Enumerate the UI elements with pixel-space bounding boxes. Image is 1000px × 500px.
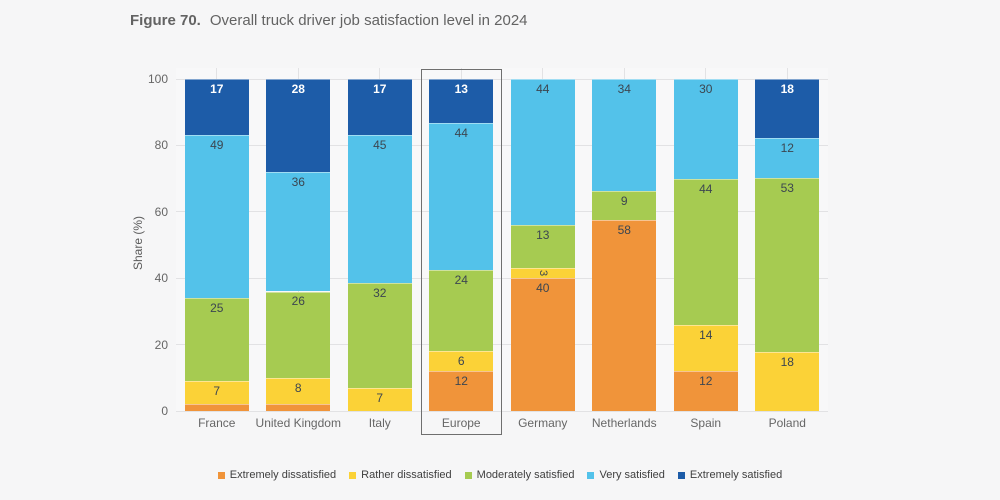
bar-segment bbox=[673, 178, 738, 325]
bar-segment bbox=[592, 79, 657, 191]
bar-segment bbox=[347, 134, 412, 283]
bar-segment bbox=[510, 225, 575, 269]
legend-label: Rather dissatisfied bbox=[361, 469, 452, 481]
bar-segment bbox=[673, 324, 738, 372]
legend-label: Extremely satisfied bbox=[689, 469, 783, 481]
y-tick-label: 80 bbox=[154, 138, 168, 153]
bar-segment bbox=[510, 79, 575, 226]
legend-label: Very satisfied bbox=[599, 469, 665, 481]
gridline-horizontal bbox=[176, 144, 828, 146]
europe-highlight-box bbox=[420, 69, 502, 435]
x-tick-label: France bbox=[198, 416, 236, 430]
figure-number: Figure 70. bbox=[130, 12, 201, 29]
bar-segment bbox=[592, 190, 657, 221]
legend-label: Moderately satisfied bbox=[476, 469, 575, 481]
legend-item: Very satisfied bbox=[587, 469, 665, 481]
y-tick-label: 100 bbox=[147, 72, 168, 86]
x-tick-label: Germany bbox=[518, 416, 568, 430]
bar-segment bbox=[266, 291, 331, 378]
bar-segment bbox=[347, 282, 412, 388]
legend-swatch-icon bbox=[217, 471, 225, 479]
y-tick-label: 60 bbox=[154, 204, 168, 219]
bar-segment bbox=[755, 79, 820, 139]
bar-segment bbox=[673, 371, 738, 411]
bar-segment bbox=[184, 298, 249, 382]
x-tick-label: Spain bbox=[690, 416, 722, 430]
legend-swatch-icon bbox=[587, 471, 595, 479]
bar-segment bbox=[429, 79, 494, 123]
bar-segment bbox=[429, 370, 494, 411]
bar-segment bbox=[184, 135, 249, 299]
legend: Extremely dissatisfied Rather dissatisfie… bbox=[0, 469, 1000, 481]
bar-segment bbox=[429, 122, 494, 271]
bar-segment bbox=[266, 79, 331, 172]
x-tick-label: Europe bbox=[441, 416, 481, 430]
gridline-horizontal bbox=[176, 344, 828, 346]
legend-item: Extremely dissatisfied bbox=[217, 469, 337, 481]
bar-segment bbox=[755, 351, 820, 411]
legend-item: Moderately satisfied bbox=[464, 469, 575, 481]
legend-label: Extremely dissatisfied bbox=[229, 469, 337, 481]
gridline-horizontal bbox=[176, 78, 828, 80]
bar-segment bbox=[429, 350, 494, 371]
gridline-horizontal bbox=[176, 277, 828, 279]
bar-segment bbox=[673, 79, 738, 179]
bar-segment bbox=[347, 79, 412, 135]
bar-segment bbox=[755, 177, 820, 352]
legend-swatch-icon bbox=[677, 471, 685, 479]
figure-title-text: Overall truck driver job satisfaction le… bbox=[209, 12, 528, 29]
bar-segment bbox=[266, 404, 331, 411]
bar-segment bbox=[184, 404, 249, 411]
x-tick-label: Netherlands bbox=[591, 416, 657, 430]
x-tick-label: Poland bbox=[768, 416, 806, 430]
bar-segment bbox=[347, 388, 412, 411]
bar-segment bbox=[429, 270, 494, 351]
bar-segment bbox=[266, 377, 331, 405]
plot-area: 7 25 49 17 8 26 36 28 7 32 45 17 12 6 24 44 13 40 3 13 44 58 9… bbox=[176, 68, 828, 412]
bar-segment bbox=[510, 278, 575, 411]
y-tick-label: 40 bbox=[154, 271, 168, 286]
y-tick-label: 20 bbox=[154, 337, 168, 352]
legend-swatch-icon bbox=[349, 471, 357, 479]
figure-title: Figure 70. Overall truck driver job satis… bbox=[130, 11, 528, 31]
x-tick-label: United Kingdom bbox=[255, 416, 341, 430]
bar-segment bbox=[510, 268, 575, 279]
y-tick-label: 0 bbox=[161, 404, 168, 418]
x-tick-label: Italy bbox=[368, 416, 391, 430]
bar-segment bbox=[184, 79, 249, 136]
gridline-horizontal bbox=[176, 410, 828, 412]
gridline-horizontal bbox=[176, 211, 828, 213]
legend-item: Extremely satisfied bbox=[677, 469, 783, 481]
legend-item: Rather dissatisfied bbox=[349, 469, 452, 481]
legend-swatch-icon bbox=[464, 471, 472, 479]
bar-segment bbox=[266, 171, 331, 292]
bar-segment bbox=[184, 381, 249, 405]
bar-segment bbox=[755, 138, 820, 178]
bar-segment bbox=[592, 220, 657, 411]
